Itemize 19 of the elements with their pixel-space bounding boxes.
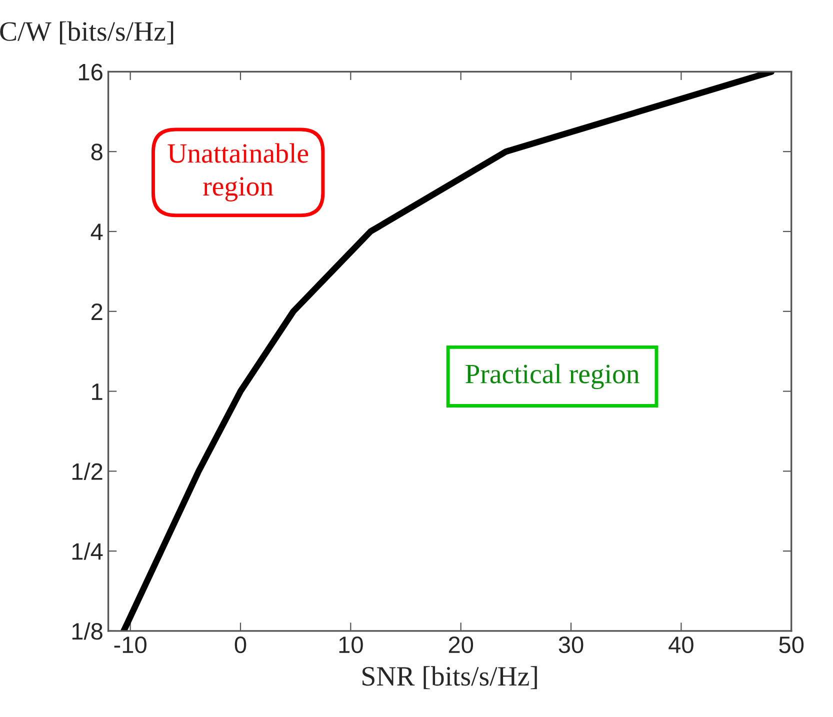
x-tick-label: 50 (779, 636, 804, 654)
y-tick-label: 2 (91, 303, 102, 320)
x-tick-label: 40 (668, 636, 694, 654)
y-tick-label: 1/2 (72, 462, 102, 480)
y-tick-label: 1/8 (72, 622, 102, 640)
annotation: Unattainable region (168, 143, 308, 202)
y-tick-label: 1/4 (72, 542, 103, 560)
y-tick-label: 1 (92, 384, 102, 400)
x-tick-label: -10 (114, 636, 146, 654)
x-tick-label: 10 (339, 636, 363, 654)
x-tick-label: 0 (234, 636, 246, 654)
x-tick-label: 20 (448, 636, 474, 654)
x-axis-title: SNR [bits/s/Hz] (362, 666, 537, 690)
y-tick-label: 16 (78, 64, 102, 80)
y-tick-label: 4 (90, 224, 103, 240)
y-tick-label: 8 (91, 144, 102, 160)
annotation: Practical region (466, 364, 640, 390)
y-axis-title: C/W [bits/s/Hz] (0, 21, 174, 44)
x-tick-label: 30 (558, 636, 584, 654)
